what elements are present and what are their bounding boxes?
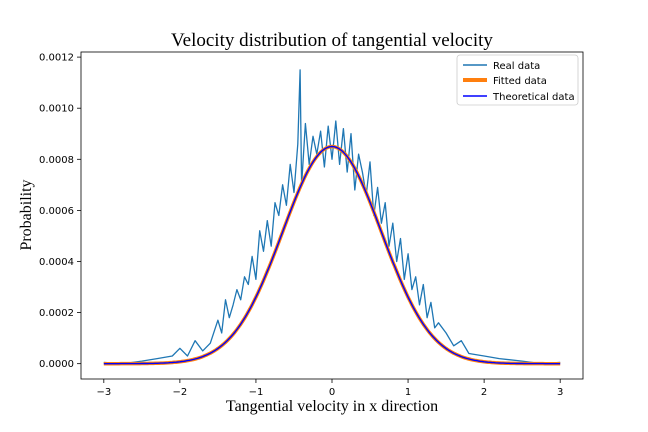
x-axis-ticks: −3 −2 −1 0 1 2 3 <box>96 379 563 398</box>
legend: Real data Fitted data Theoretical data <box>456 54 579 106</box>
x-tick-label: −3 <box>96 387 111 398</box>
y-axis-label: Probability <box>18 179 35 250</box>
x-tick-label: 1 <box>405 387 411 398</box>
chart-title: Velocity distribution of tangential velo… <box>171 30 493 51</box>
x-tick-label: 2 <box>481 387 487 398</box>
x-axis-label: Tangential velocity in x direction <box>226 398 438 415</box>
series-line-real-data <box>103 69 561 365</box>
axes-frame <box>80 51 584 380</box>
y-tick-label: 0.0002 <box>39 308 74 319</box>
x-tick-label: 0 <box>329 387 335 398</box>
series-lines <box>103 69 561 366</box>
y-axis-ticks: 0.0000 0.0002 0.0004 0.0006 0.0008 0.0010 0.00… <box>39 53 81 370</box>
legend-label-fitted-data: Fitted data <box>493 76 547 87</box>
x-tick-label: −1 <box>249 387 264 398</box>
y-tick-label: 0.0010 <box>39 104 74 115</box>
y-tick-label: 0.0004 <box>39 257 74 268</box>
x-tick-label: 3 <box>557 387 563 398</box>
series-line-theoretical-data <box>103 145 561 365</box>
plot-area: −3 −2 −1 0 1 2 3 0.00000.00020.00040.00060.000… <box>39 51 584 398</box>
legend-label-theoretical-data: Theoretical data <box>492 92 575 103</box>
y-tick-label: 0.0008 <box>39 155 74 166</box>
y-tick-label: 0.0006 <box>39 206 74 217</box>
legend-label-real-data: Real data <box>493 61 540 72</box>
x-tick-label: −2 <box>173 387 188 398</box>
y-tick-label: 0.0000 <box>39 359 74 370</box>
legend-box <box>456 54 579 106</box>
y-tick-label: 0.0012 <box>39 53 74 64</box>
